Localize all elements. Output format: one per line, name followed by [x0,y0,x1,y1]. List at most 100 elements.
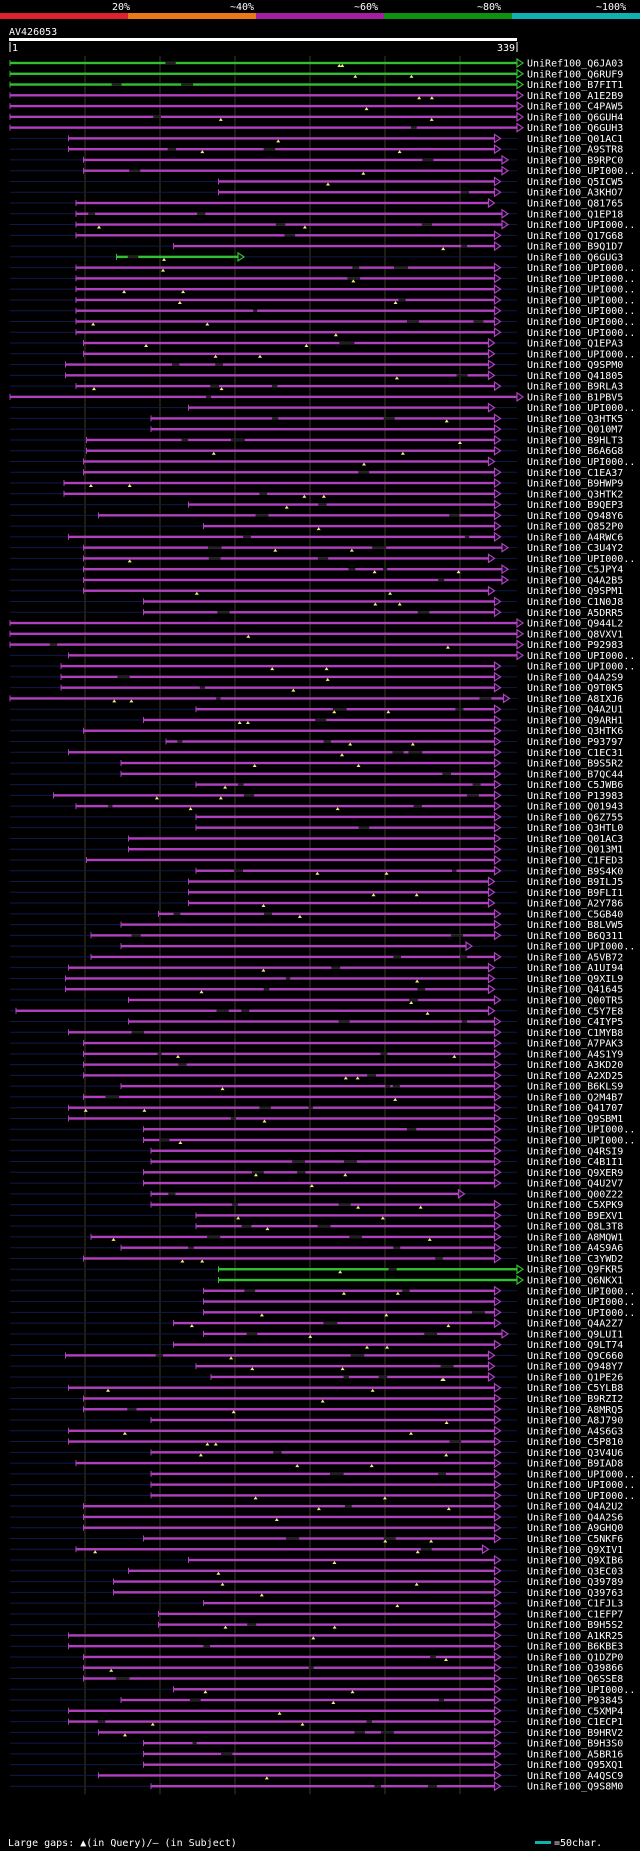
hit-row[interactable]: UniRef100_A1UI94 [10,962,623,974]
hit-bar[interactable] [128,837,495,840]
hit-bar[interactable] [211,1375,489,1379]
hit-bar[interactable] [116,255,239,259]
hit-id-label[interactable]: UniRef100_A8J790 [527,1416,623,1427]
hit-row[interactable]: UniRef100_Q01AC1 [10,133,623,145]
hit-bar[interactable] [143,1741,495,1745]
hit-row[interactable]: UniRef100_C5NKF6 [10,1533,623,1545]
hit-id-label[interactable]: UniRef100_C3YWD2 [527,1254,623,1265]
hit-row[interactable]: UniRef100_UPI000.. [10,650,635,662]
hit-bar[interactable] [83,1063,495,1066]
hit-row[interactable]: UniRef100_Q2M4B7 [10,1091,623,1103]
hit-bar[interactable] [128,1569,495,1572]
hit-row[interactable]: UniRef100_A3KHO7 [10,187,623,199]
hit-row[interactable]: UniRef100_Q9SPM1 [10,585,623,597]
hit-row[interactable]: UniRef100_Q95XQ1 [10,1759,623,1771]
hit-row[interactable]: UniRef100_B9HWP9 [10,477,623,490]
hit-row[interactable]: UniRef100_UPI000.. [10,316,635,328]
hit-bar[interactable] [68,535,495,539]
hit-bar[interactable] [121,944,466,948]
hit-row[interactable]: UniRef100_UPI000.. [10,1479,635,1491]
hit-id-label[interactable]: UniRef100_Q9LUI1 [527,1329,623,1340]
hit-id-label[interactable]: UniRef100_Q3HTK2 [527,489,623,500]
hit-id-label[interactable]: UniRef100_UPI000.. [527,220,635,231]
hit-bar[interactable] [173,244,495,248]
hit-bar[interactable] [83,352,489,355]
hit-bar[interactable] [83,1397,495,1400]
hit-id-label[interactable]: UniRef100_Q948Y7 [527,1362,623,1373]
hit-bar[interactable] [151,1192,459,1196]
hit-bar[interactable] [86,449,495,452]
hit-id-label[interactable]: UniRef100_UPI000.. [527,317,635,328]
hit-row[interactable]: UniRef100_A1KR25 [10,1630,623,1642]
hit-bar[interactable] [151,1418,495,1422]
hit-bar[interactable] [53,794,495,797]
hit-bar[interactable] [83,1515,495,1519]
hit-id-label[interactable]: UniRef100_C5NKF6 [527,1534,623,1545]
hit-id-label[interactable]: UniRef100_Q6JA03 [527,59,623,70]
hit-bar[interactable] [188,891,489,894]
hit-id-label[interactable]: UniRef100_Q01AC3 [527,834,623,845]
hit-bar[interactable] [151,417,495,420]
hit-id-label[interactable]: UniRef100_B9HLT3 [527,435,623,446]
hit-row[interactable]: UniRef100_Q9XER9 [10,1167,623,1179]
hit-bar[interactable] [10,621,517,625]
hit-bar[interactable] [218,1278,518,1282]
hit-id-label[interactable]: UniRef100_Q4A2U1 [527,705,623,716]
hit-bar[interactable] [68,137,495,140]
hit-bar[interactable] [196,1224,495,1228]
hit-bar[interactable] [61,686,495,689]
hit-id-label[interactable]: UniRef100_C4B1I1 [527,1157,623,1168]
hit-id-label[interactable]: UniRef100_B9ILJ5 [527,877,623,888]
hit-row[interactable]: UniRef100_UPI000.. [10,1134,635,1147]
hit-id-label[interactable]: UniRef100_Q9XER9 [527,1168,623,1179]
hit-row[interactable]: UniRef100_Q013M1 [10,844,623,856]
hit-id-label[interactable]: UniRef100_A7PAK3 [527,1039,623,1050]
hit-row[interactable]: UniRef100_A4S1Y9 [10,1048,623,1060]
hit-row[interactable]: UniRef100_A3KD20 [10,1059,623,1071]
hit-id-label[interactable]: UniRef100_B9H5S2 [527,1620,623,1631]
hit-id-label[interactable]: UniRef100_B6A6G8 [527,446,623,457]
hit-row[interactable]: UniRef100_UPI000.. [10,294,635,306]
hit-id-label[interactable]: UniRef100_B7FIT1 [527,80,623,91]
hit-row[interactable]: UniRef100_Q00Z22 [10,1188,623,1200]
hit-row[interactable]: UniRef100_A5DRR5 [10,607,623,619]
hit-bar[interactable] [83,158,503,162]
hit-row[interactable]: UniRef100_Q81765 [10,197,623,210]
hit-id-label[interactable]: UniRef100_C5XPK9 [527,1200,623,1211]
hit-row[interactable]: UniRef100_A8MRQ5 [10,1404,623,1416]
hit-id-label[interactable]: UniRef100_UPI000.. [527,295,635,306]
hit-row[interactable]: UniRef100_Q4A2B5 [10,574,623,586]
hit-id-label[interactable]: UniRef100_A1KR25 [527,1631,623,1642]
hit-row[interactable]: UniRef100_Q01AC3 [10,833,623,845]
hit-row[interactable]: UniRef100_Q1EPA3 [10,337,623,350]
hit-id-label[interactable]: UniRef100_Q4A2B5 [527,575,623,586]
hit-id-label[interactable]: UniRef100_Q8VXV1 [527,629,623,640]
hit-row[interactable]: UniRef100_Q9SPM0 [10,359,623,371]
hit-id-label[interactable]: UniRef100_Q39789 [527,1577,623,1588]
hit-id-label[interactable]: UniRef100_Q39866 [527,1663,623,1674]
hit-row[interactable]: UniRef100_C1FJL3 [10,1597,623,1610]
hit-id-label[interactable]: UniRef100_Q3V4U6 [527,1448,623,1459]
hit-row[interactable]: UniRef100_Q6RUF9 [9,68,623,80]
hit-row[interactable]: UniRef100_A8J790 [10,1414,623,1427]
hit-id-label[interactable]: UniRef100_Q41645 [527,985,623,996]
hit-row[interactable]: UniRef100_B6KLS9 [10,1081,623,1093]
hit-row[interactable]: UniRef100_Q17G68 [10,230,623,242]
hit-id-label[interactable]: UniRef100_A5BR16 [527,1749,623,1760]
hit-bar[interactable] [218,180,495,183]
hit-bar[interactable] [83,567,503,571]
hit-bar[interactable] [76,1548,483,1551]
hit-id-label[interactable]: UniRef100_UPI000.. [527,1685,635,1696]
hit-row[interactable]: UniRef100_Q948Y6 [10,510,623,522]
hit-id-label[interactable]: UniRef100_B9RLA3 [527,382,623,393]
hit-row[interactable]: UniRef100_Q9SBM1 [10,1113,623,1125]
hit-bar[interactable] [68,1386,495,1389]
hit-row[interactable]: UniRef100_C5P810 [10,1436,623,1448]
hit-id-label[interactable]: UniRef100_Q8L3T8 [527,1222,623,1233]
hit-bar[interactable] [76,320,495,323]
hit-row[interactable]: UniRef100_B1PBV5 [9,391,623,403]
hit-bar[interactable] [10,115,517,119]
hit-row[interactable]: UniRef100_Q1EP18 [10,208,623,220]
hit-id-label[interactable]: UniRef100_Q9SPM1 [527,586,623,597]
hit-id-label[interactable]: UniRef100_A1E2B9 [527,91,623,102]
